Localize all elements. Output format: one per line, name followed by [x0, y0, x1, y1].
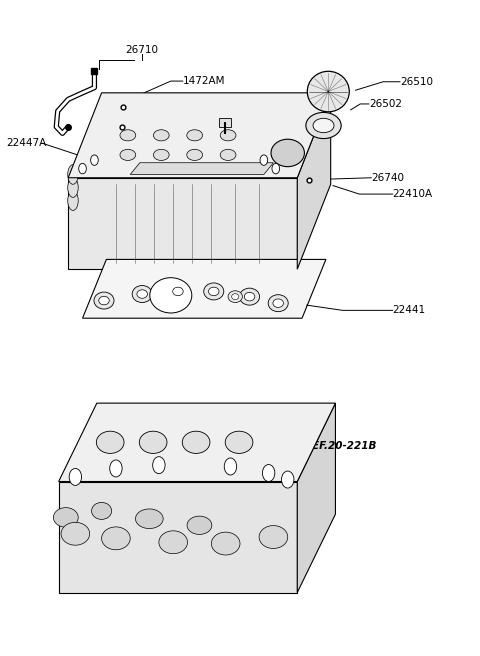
Ellipse shape	[273, 299, 283, 308]
Ellipse shape	[187, 516, 212, 535]
Text: 26740: 26740	[371, 173, 404, 183]
Text: 26502: 26502	[369, 99, 402, 109]
Ellipse shape	[232, 294, 239, 300]
Polygon shape	[130, 163, 274, 174]
Polygon shape	[297, 93, 331, 269]
Ellipse shape	[306, 112, 341, 138]
Circle shape	[69, 468, 82, 485]
Polygon shape	[59, 482, 297, 592]
Ellipse shape	[244, 293, 255, 301]
Ellipse shape	[68, 178, 78, 197]
Ellipse shape	[150, 277, 192, 313]
Ellipse shape	[208, 287, 219, 296]
Ellipse shape	[99, 297, 109, 305]
Ellipse shape	[259, 525, 288, 548]
Ellipse shape	[132, 285, 152, 302]
Text: 22441: 22441	[393, 305, 426, 316]
Ellipse shape	[168, 283, 188, 300]
Ellipse shape	[94, 292, 114, 309]
Ellipse shape	[137, 290, 147, 298]
Circle shape	[272, 163, 280, 174]
Ellipse shape	[313, 118, 334, 133]
Ellipse shape	[61, 522, 90, 545]
Circle shape	[224, 458, 237, 475]
Ellipse shape	[228, 291, 242, 302]
Ellipse shape	[68, 191, 78, 211]
Ellipse shape	[225, 431, 253, 453]
Polygon shape	[68, 178, 297, 269]
Polygon shape	[68, 93, 331, 178]
Ellipse shape	[159, 531, 188, 554]
Text: REF.20-221B: REF.20-221B	[304, 441, 377, 451]
Ellipse shape	[271, 139, 304, 167]
Text: 22447A: 22447A	[6, 138, 47, 148]
Ellipse shape	[154, 150, 169, 161]
Circle shape	[91, 155, 98, 165]
Ellipse shape	[96, 431, 124, 453]
Text: 1472AM: 1472AM	[183, 101, 225, 111]
Ellipse shape	[204, 283, 224, 300]
Ellipse shape	[102, 527, 130, 550]
Circle shape	[281, 471, 294, 488]
Circle shape	[110, 460, 122, 477]
Ellipse shape	[240, 288, 260, 305]
Ellipse shape	[120, 150, 136, 161]
Ellipse shape	[268, 295, 288, 312]
Circle shape	[260, 155, 268, 165]
Polygon shape	[83, 259, 326, 318]
Ellipse shape	[187, 130, 203, 141]
Ellipse shape	[139, 431, 167, 453]
Ellipse shape	[135, 509, 163, 529]
Circle shape	[153, 457, 165, 474]
Text: 26710: 26710	[126, 45, 159, 55]
Ellipse shape	[68, 165, 78, 184]
Circle shape	[79, 163, 86, 174]
Ellipse shape	[92, 502, 112, 520]
Ellipse shape	[220, 130, 236, 141]
Ellipse shape	[53, 508, 78, 527]
Text: 26510: 26510	[400, 77, 433, 87]
Polygon shape	[297, 403, 336, 592]
Text: 1472AM: 1472AM	[183, 76, 225, 86]
Ellipse shape	[220, 150, 236, 161]
Circle shape	[263, 464, 275, 482]
Polygon shape	[59, 403, 336, 482]
Text: 29246A: 29246A	[189, 99, 229, 109]
Ellipse shape	[307, 72, 349, 112]
Ellipse shape	[187, 150, 203, 161]
Bar	[218, 117, 231, 127]
Ellipse shape	[173, 287, 183, 296]
Ellipse shape	[182, 431, 210, 453]
Ellipse shape	[120, 130, 136, 141]
Ellipse shape	[211, 532, 240, 555]
Text: 22410A: 22410A	[393, 189, 433, 199]
Ellipse shape	[154, 130, 169, 141]
